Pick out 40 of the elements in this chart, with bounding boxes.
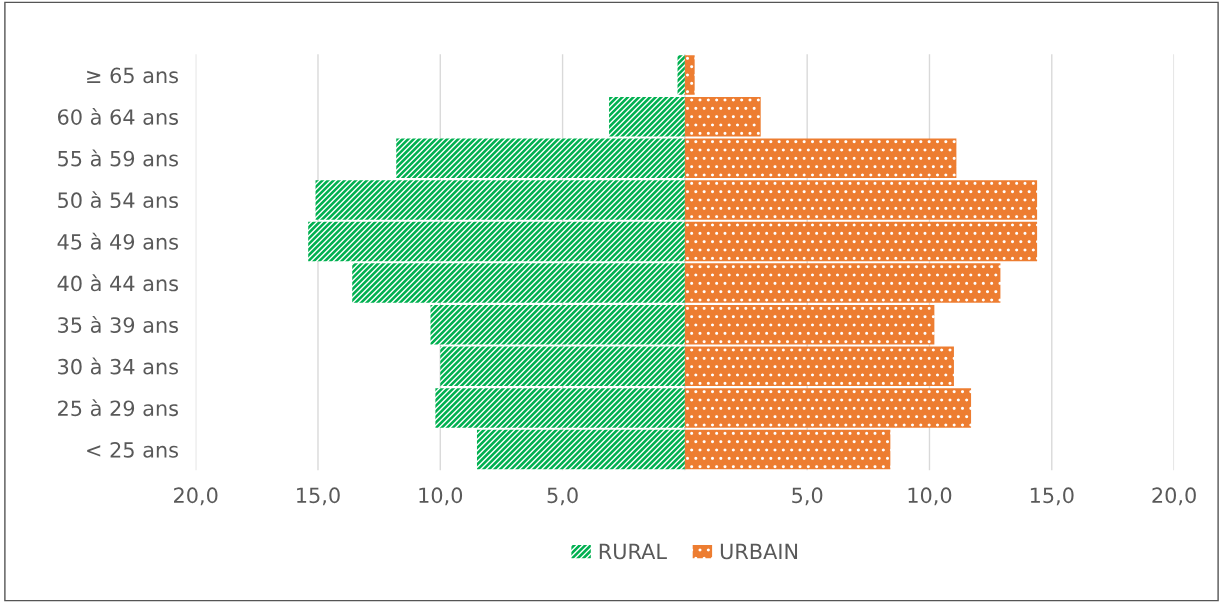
bar [440, 346, 685, 387]
bar [476, 429, 685, 470]
bar [430, 304, 685, 345]
x-tick-label: 5,0 [792, 487, 823, 506]
y-tick-label: 40 à 44 ans [57, 274, 178, 292]
bar [684, 55, 695, 95]
bar [396, 138, 685, 179]
bar [677, 55, 685, 95]
bar [315, 180, 685, 220]
bar [684, 138, 957, 179]
bar [684, 346, 954, 387]
y-tick-label: 55 à 59 ans [58, 149, 178, 167]
bar [352, 263, 685, 303]
bar [684, 221, 1038, 262]
y-tick-label: 60 à 64 ans [57, 107, 178, 125]
bar [684, 388, 972, 428]
x-tick-label: 15,0 [297, 487, 340, 506]
x-tick-label: 5,0 [547, 487, 578, 506]
y-tick-label: 30 à 34 ans [58, 357, 178, 375]
y-tick-label: 50 à 54 ans [58, 191, 178, 209]
bar [684, 429, 891, 470]
y-tick-label: 35 à 39 ans [58, 315, 178, 333]
bar [684, 263, 1001, 303]
bar [609, 96, 685, 137]
y-tick-label: 25 à 29 ans [58, 399, 178, 417]
bar [435, 388, 685, 428]
x-tick-label: 15,0 [1030, 487, 1074, 506]
x-tick-label: 20,0 [1152, 487, 1196, 506]
legend-label: URBAIN [720, 543, 798, 560]
x-tick-label: 10,0 [419, 487, 463, 506]
bar [684, 180, 1038, 220]
legend-label: RURAL [599, 543, 667, 560]
y-tick-label: < 25 ans [87, 441, 178, 458]
x-tick-label: 10,0 [908, 487, 952, 506]
x-tick-label: 20,0 [174, 487, 218, 506]
y-tick-label: ≥ 65 ans [87, 67, 178, 84]
bar [684, 96, 761, 137]
bar [308, 221, 685, 262]
bar [684, 304, 935, 345]
y-tick-label: 45 à 49 ans [57, 232, 178, 250]
